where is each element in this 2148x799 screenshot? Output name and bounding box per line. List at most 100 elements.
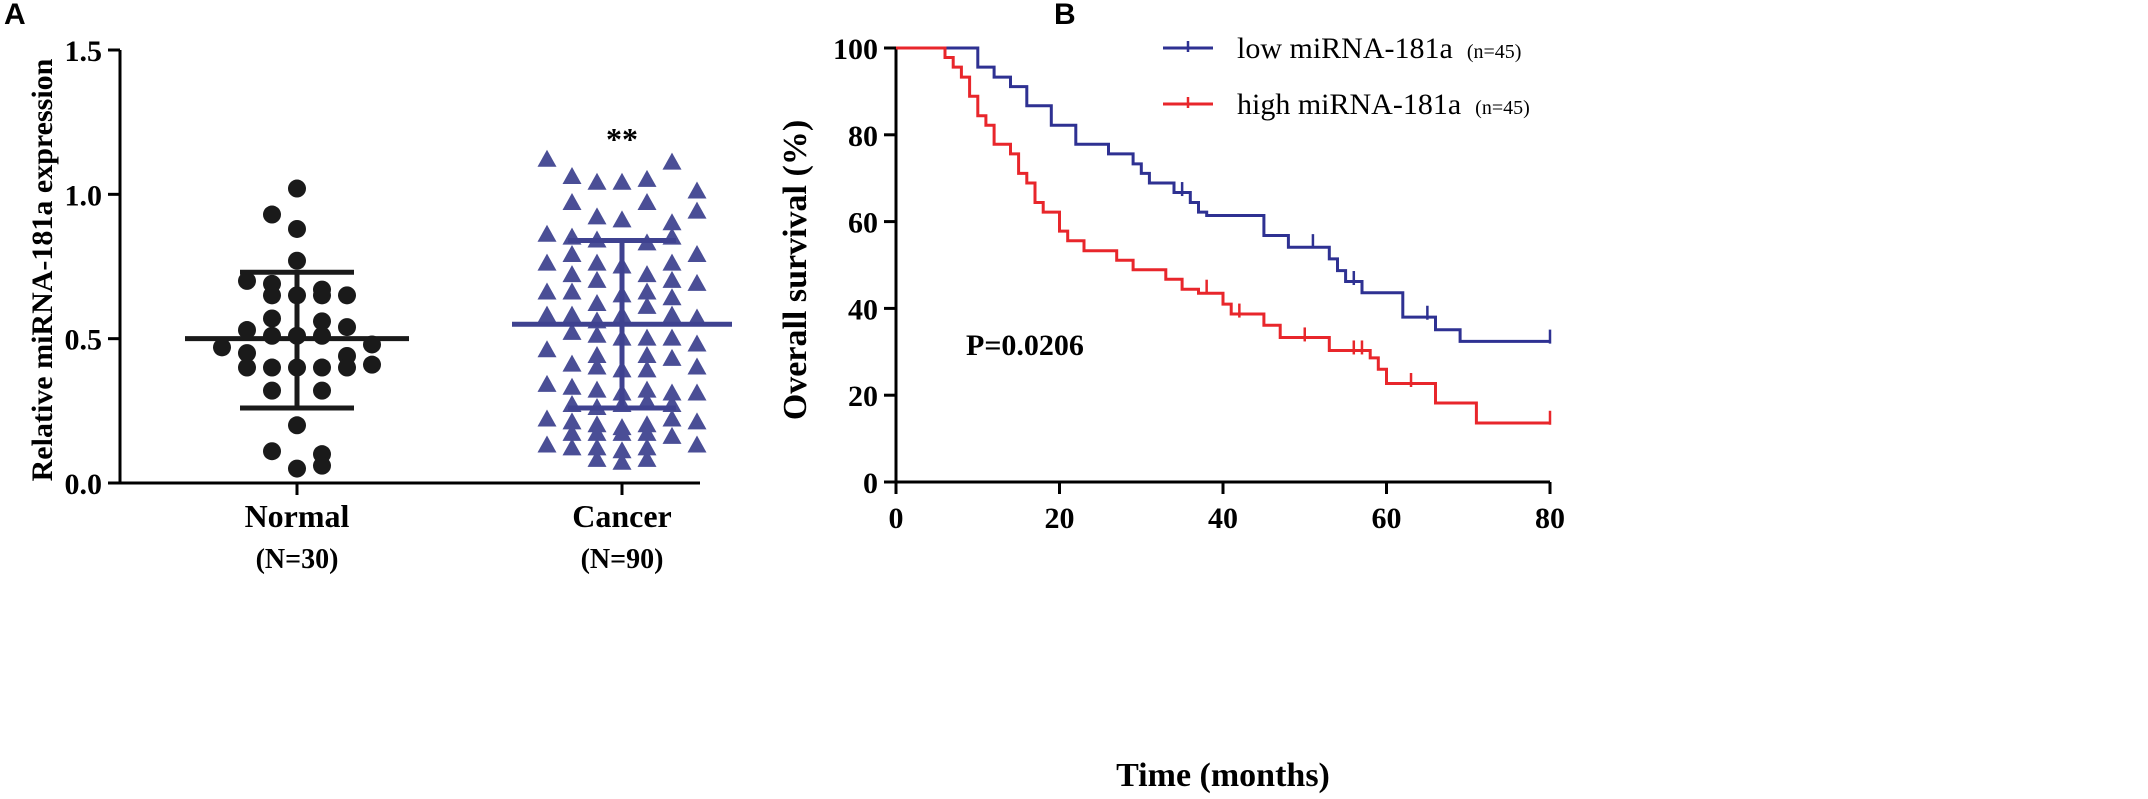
normal-point <box>263 309 281 328</box>
cancer-point <box>612 172 632 190</box>
cancer-point <box>562 265 582 283</box>
cancer-point <box>687 201 707 219</box>
panel-b-x-tick-label: 40 <box>1208 502 1238 535</box>
cancer-point <box>687 181 707 199</box>
p-value-annotation: P=0.0206 <box>966 329 1084 362</box>
normal-point <box>238 344 256 363</box>
cancer-point <box>587 253 607 271</box>
cancer-point <box>662 426 682 444</box>
group-n-label: (N=30) <box>256 544 339 575</box>
panel-a-y-tick-label: 0.0 <box>65 468 103 501</box>
normal-point <box>238 358 256 377</box>
panel-a-labels: Normal (N=30) Cancer (N=90) ** <box>245 121 672 575</box>
cancer-point <box>587 357 607 375</box>
cancer-point <box>562 322 582 340</box>
cancer-point <box>537 340 557 358</box>
group-label: Cancer <box>572 498 672 534</box>
normal-point <box>338 286 356 305</box>
cancer-point <box>562 192 582 210</box>
cancer-point <box>662 305 682 323</box>
cancer-point <box>537 224 557 242</box>
normal-point <box>363 355 381 374</box>
cancer-point <box>637 392 657 410</box>
normal-point <box>263 326 281 345</box>
cancer-point <box>587 172 607 190</box>
cancer-point <box>562 282 582 300</box>
panel-b-y-tick-label: 40 <box>848 293 878 326</box>
cancer-point <box>662 383 682 401</box>
cancer-point <box>662 253 682 271</box>
cancer-point <box>587 270 607 288</box>
panel-b-x-tick-label: 80 <box>1535 502 1565 535</box>
cancer-point <box>637 380 657 398</box>
cancer-point <box>637 345 657 363</box>
cancer-point <box>662 409 682 427</box>
cancer-point <box>637 360 657 378</box>
normal-point <box>313 326 331 345</box>
normal-point <box>263 205 281 224</box>
cancer-point <box>612 423 632 441</box>
normal-point <box>288 459 306 478</box>
panel-a-axes: 0.0 0.5 1.0 1.5 <box>65 35 700 501</box>
cancer-point <box>587 294 607 312</box>
normal-point <box>263 381 281 400</box>
panel-a-y-axis-label: Relative miRNA-181a expression <box>26 58 59 481</box>
panel-a-y-tick-label: 0.5 <box>65 324 103 357</box>
normal-point <box>263 358 281 377</box>
panel-b-y-tick-label: 20 <box>848 380 878 413</box>
cancer-point <box>537 374 557 392</box>
cancer-point <box>612 452 632 470</box>
panel-b-x-tick-label: 0 <box>889 502 904 535</box>
cancer-point <box>537 305 557 323</box>
group-n-label: (N=90) <box>581 544 664 575</box>
normal-point <box>263 286 281 305</box>
low-mirna-curve <box>896 46 1550 343</box>
cancer-point <box>687 244 707 262</box>
cancer-point <box>687 273 707 291</box>
cancer-point <box>687 412 707 430</box>
panel-a-scatter: Relative miRNA-181a expression 0.0 0.5 1.0… <box>26 35 732 575</box>
panel-b-y-tick-label: 0 <box>863 467 878 500</box>
panel-b-axes: 0 20 40 60 80 100 0 20 40 60 80 <box>833 33 1565 535</box>
cancer-point <box>587 325 607 343</box>
cancer-point <box>587 345 607 363</box>
normal-point <box>288 251 306 270</box>
cancer-point <box>662 270 682 288</box>
panel-b-legend: low miRNA-181a (n=45) high miRNA-181a (n=45… <box>1163 32 1530 121</box>
normal-point <box>238 321 256 340</box>
normal-point <box>213 338 231 357</box>
cancer-point <box>612 441 632 459</box>
legend-entry-n: (n=45) <box>1475 97 1530 119</box>
cancer-point <box>637 169 657 187</box>
cancer-point <box>662 152 682 170</box>
panel-label-a: A <box>4 0 26 31</box>
cancer-point <box>637 415 657 433</box>
cancer-point <box>637 192 657 210</box>
cancer-point <box>637 423 657 441</box>
cancer-point <box>637 449 657 467</box>
panel-b-x-tick-label: 60 <box>1372 502 1402 535</box>
panel-b-survival: Overall survival (%) Time (months) P=0.0… <box>777 32 1565 794</box>
cancer-point <box>637 282 657 300</box>
normal-point <box>338 318 356 337</box>
panel-b-x-axis-label: Time (months) <box>1116 757 1330 794</box>
normal-point <box>313 286 331 305</box>
cancer-point <box>687 435 707 453</box>
cancer-point <box>687 308 707 326</box>
panel-label-b: B <box>1054 0 1076 31</box>
normal-point <box>288 179 306 198</box>
panel-a-y-tick-label: 1.0 <box>65 179 103 212</box>
cancer-point <box>562 167 582 185</box>
normal-point <box>313 358 331 377</box>
legend-entry-label: high miRNA-181a (n=45) <box>1237 88 1530 121</box>
panel-b-y-tick-label: 80 <box>848 120 878 153</box>
cancer-point <box>587 380 607 398</box>
cancer-point <box>637 265 657 283</box>
normal-point <box>313 381 331 400</box>
cancer-point <box>662 328 682 346</box>
legend-entry-n: (n=45) <box>1467 41 1522 63</box>
cancer-point <box>537 253 557 271</box>
cancer-point <box>587 415 607 433</box>
significance-marker: ** <box>606 121 638 157</box>
cancer-point <box>687 383 707 401</box>
